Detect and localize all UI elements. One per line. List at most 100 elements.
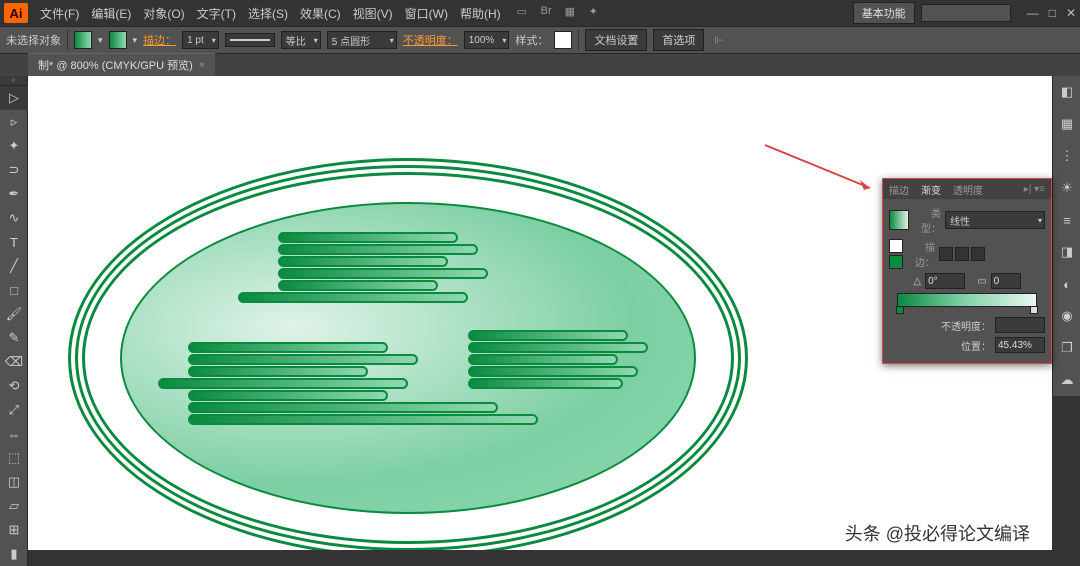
menu-file[interactable]: 文件(F) xyxy=(34,5,85,22)
stroke-weight-dropdown[interactable]: 1 pt xyxy=(182,31,219,49)
gradient-preview[interactable] xyxy=(889,210,909,230)
menu-help[interactable]: 帮助(H) xyxy=(454,5,507,22)
brushes-panel-icon[interactable]: ⋮ xyxy=(1053,140,1080,172)
paintbrush-tool[interactable]: 🖌 xyxy=(0,302,28,326)
eraser-tool[interactable]: ⌫ xyxy=(0,350,28,374)
menu-window[interactable]: 窗口(W) xyxy=(399,5,454,22)
selection-status: 未选择对象 xyxy=(6,32,61,48)
width-tool[interactable]: ⇔ xyxy=(0,422,28,446)
color-panel-icon[interactable]: ◧ xyxy=(1053,76,1080,108)
stroke-profile[interactable] xyxy=(225,33,275,47)
stroke-panel-icon[interactable]: ≡ xyxy=(1053,204,1080,236)
transparency-panel-icon[interactable]: ◐ xyxy=(1053,268,1080,300)
perspective-tool[interactable]: ▱ xyxy=(0,494,28,518)
free-transform-tool[interactable]: ⬚ xyxy=(0,446,28,470)
document-tabbar: 制* @ 800% (CMYK/GPU 预览) × xyxy=(0,54,1080,76)
arrange-icon[interactable]: ▦ xyxy=(565,5,581,21)
location-field[interactable]: 45.43% xyxy=(995,337,1045,353)
stroke-swatch[interactable] xyxy=(109,31,127,49)
artwork-bar xyxy=(468,378,623,389)
gradient-stop-left[interactable] xyxy=(896,306,904,314)
pencil-tool[interactable]: ✎ xyxy=(0,326,28,350)
workspace-switcher[interactable]: 基本功能 xyxy=(853,2,915,24)
menu-edit[interactable]: 编辑(E) xyxy=(85,5,137,22)
opacity-label[interactable]: 不透明度： xyxy=(403,32,458,48)
stroke-label[interactable]: 描边： xyxy=(143,32,176,48)
menubar: Ai 文件(F) 编辑(E) 对象(O) 文字(T) 选择(S) 效果(C) 视… xyxy=(0,0,1080,26)
gradient-type-dropdown[interactable]: 线性 xyxy=(945,211,1045,229)
panel-tab-transparency[interactable]: 透明度 xyxy=(947,182,989,197)
stroke-stop[interactable] xyxy=(889,255,903,269)
menu-type[interactable]: 文字(T) xyxy=(191,5,242,22)
stroke-type-2[interactable] xyxy=(955,247,969,261)
document-setup-button[interactable]: 文档设置 xyxy=(585,29,647,51)
preferences-button[interactable]: 首选项 xyxy=(653,29,704,51)
menu-view[interactable]: 视图(V) xyxy=(347,5,399,22)
bridge-icon[interactable]: Br xyxy=(541,5,557,21)
artwork-bar xyxy=(278,256,448,267)
document-tab[interactable]: 制* @ 800% (CMYK/GPU 预览) × xyxy=(28,53,215,76)
stroke-type-3[interactable] xyxy=(971,247,985,261)
layout-icon[interactable]: ▭ xyxy=(517,5,533,21)
rotate-tool[interactable]: ⟲ xyxy=(0,374,28,398)
stock-icon[interactable]: ✦ xyxy=(589,5,605,21)
panel-tab-stroke[interactable]: 描边 xyxy=(883,182,915,197)
menu-effect[interactable]: 效果(C) xyxy=(294,5,347,22)
fill-swatch[interactable] xyxy=(74,31,92,49)
libraries-panel-icon[interactable]: ☁ xyxy=(1053,364,1080,396)
tab-title: 制* @ 800% (CMYK/GPU 预览) xyxy=(38,57,193,73)
lasso-tool[interactable]: ⊃ xyxy=(0,158,28,182)
artwork-bar xyxy=(188,366,368,377)
angle-label: △ xyxy=(913,276,921,287)
uniform-dropdown[interactable]: 等比 xyxy=(281,31,321,49)
opacity-dropdown[interactable]: 100% xyxy=(464,31,510,49)
mesh-tool[interactable]: ⊞ xyxy=(0,518,28,542)
artwork-bar xyxy=(468,330,628,341)
align-icon[interactable]: ⊩ xyxy=(714,34,724,47)
magic-wand-tool[interactable]: ✦ xyxy=(0,134,28,158)
close-button[interactable]: ✕ xyxy=(1066,6,1076,20)
gradient-stop-right[interactable] xyxy=(1030,306,1038,314)
swatches-panel-icon[interactable]: ▦ xyxy=(1053,108,1080,140)
menu-object[interactable]: 对象(O) xyxy=(137,5,190,22)
panel-tab-gradient[interactable]: 渐变 xyxy=(915,182,947,197)
shape-builder-tool[interactable]: ◫ xyxy=(0,470,28,494)
menu-select[interactable]: 选择(S) xyxy=(242,5,294,22)
opacity-field[interactable] xyxy=(995,317,1045,333)
artwork-bar xyxy=(278,280,438,291)
aspect-field[interactable]: 0 xyxy=(991,273,1021,289)
scale-tool[interactable]: ⤢ xyxy=(0,398,28,422)
pen-tool[interactable]: ✒ xyxy=(0,182,28,206)
curvature-tool[interactable]: ∿ xyxy=(0,206,28,230)
panel-menu-icon[interactable]: ▸| ▾≡ xyxy=(1018,184,1051,195)
rectangle-tool[interactable]: □ xyxy=(0,278,28,302)
gradient-panel-icon[interactable]: ◨ xyxy=(1053,236,1080,268)
gradient-tool[interactable]: ▮ xyxy=(0,542,28,566)
panel-dock: ◧ ▦ ⋮ ☀ ≡ ◨ ◐ ◉ ❐ ☁ xyxy=(1052,76,1080,396)
maximize-button[interactable]: □ xyxy=(1049,6,1056,20)
stroke-label-panel: 描边： xyxy=(907,239,935,269)
line-tool[interactable]: ╱ xyxy=(0,254,28,278)
artwork-bar xyxy=(158,378,408,389)
layers-panel-icon[interactable]: ❐ xyxy=(1053,332,1080,364)
artwork-bar xyxy=(188,414,538,425)
tab-close-button[interactable]: × xyxy=(199,60,205,71)
minimize-button[interactable]: — xyxy=(1027,6,1039,20)
style-swatch[interactable] xyxy=(554,31,572,49)
brush-dropdown[interactable]: 5 点圆形 xyxy=(327,31,397,49)
gradient-slider[interactable] xyxy=(897,293,1037,307)
appearance-panel-icon[interactable]: ◉ xyxy=(1053,300,1080,332)
type-tool[interactable]: T xyxy=(0,230,28,254)
angle-field[interactable]: 0° xyxy=(925,273,965,289)
artwork-bar xyxy=(278,268,488,279)
fill-stop[interactable] xyxy=(889,239,903,253)
direct-selection-tool[interactable]: ▹ xyxy=(0,110,28,134)
artwork-bar xyxy=(188,402,498,413)
symbols-panel-icon[interactable]: ☀ xyxy=(1053,172,1080,204)
collapse-toggle[interactable]: « xyxy=(0,76,27,86)
opacity-label-panel: 不透明度： xyxy=(941,318,991,333)
selection-tool[interactable]: ▷ xyxy=(0,86,28,110)
artwork-bar xyxy=(188,390,388,401)
stroke-type-1[interactable] xyxy=(939,247,953,261)
search-input[interactable] xyxy=(921,4,1011,22)
